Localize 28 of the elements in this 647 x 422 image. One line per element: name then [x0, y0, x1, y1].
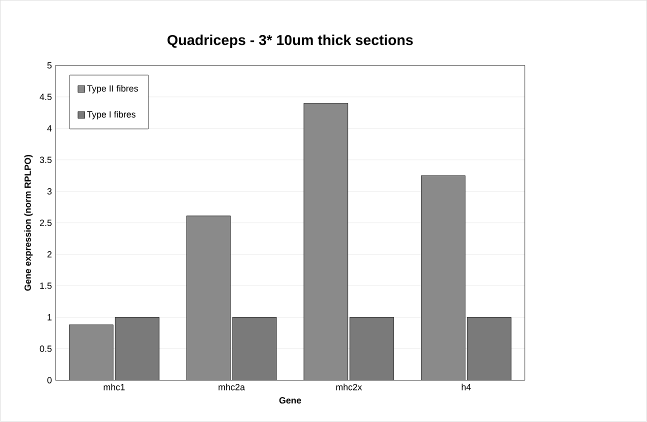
bar [304, 103, 348, 380]
legend-label: Type I fibres [87, 111, 136, 120]
bar [186, 216, 231, 380]
y-tick-label: 1.5 [40, 282, 52, 290]
y-tick-label: 2 [47, 251, 52, 258]
x-axis-title: Gene [279, 397, 302, 404]
y-tick-label: 4 [47, 126, 52, 132]
y-axis-title: Gene expression (norm RPLPO) [24, 155, 33, 291]
legend-label: Type II fibres [87, 85, 138, 94]
x-tick-label: mhc1 [104, 384, 125, 391]
x-tick-label: h4 [462, 384, 471, 390]
x-tick-label: mhc2a [218, 384, 245, 391]
bar [69, 324, 114, 380]
bar [466, 317, 512, 380]
y-tick-label: 0 [47, 377, 52, 384]
y-tick-label: 3.5 [40, 156, 52, 164]
bar [350, 317, 394, 380]
y-tick-label: 1 [48, 314, 52, 321]
bar [232, 317, 276, 380]
y-tick-label: 2.5 [40, 220, 52, 226]
y-tick-label: 4.5 [40, 94, 52, 100]
y-tick-label: 0.5 [40, 346, 52, 352]
y-tick-label: 3 [47, 188, 52, 195]
chart-title: Quadriceps - 3* 10um thick sections [168, 34, 413, 48]
bar [114, 317, 160, 380]
x-tick-label: mhc2x [336, 384, 362, 391]
bar [421, 176, 466, 380]
y-tick-label: 5 [47, 62, 52, 69]
